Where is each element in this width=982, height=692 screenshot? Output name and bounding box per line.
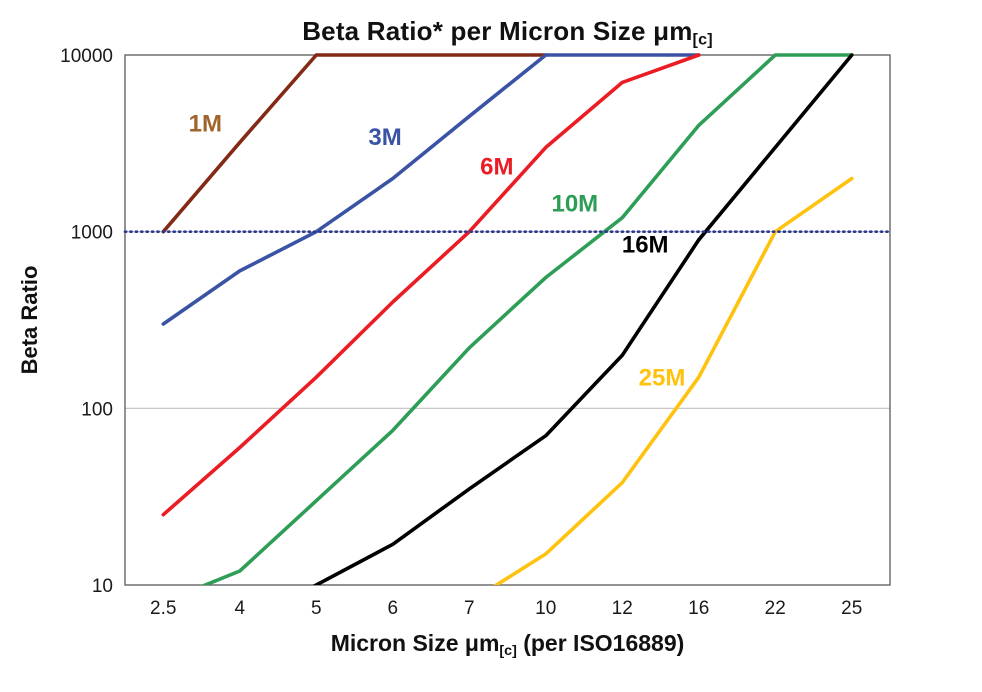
x-tick-label-10: 10: [535, 598, 556, 619]
x-tick-label-7: 7: [464, 598, 475, 619]
x-tick-label-2.5: 2.5: [150, 598, 176, 619]
series-lines: [161, 53, 854, 585]
series-label-1M: 1M: [189, 110, 222, 137]
x-tick-label-22: 22: [765, 598, 786, 619]
y-tick-label-10000: 10000: [60, 46, 113, 67]
x-tick-label-16: 16: [688, 598, 709, 619]
series-line-1M: [161, 53, 548, 234]
series-line-6M: [161, 53, 701, 517]
x-axis-title-text: Micron Size μm: [330, 630, 500, 656]
x-axis-title-subscript: [c]: [499, 642, 517, 659]
series-label-10M: 10M: [551, 191, 598, 218]
series-label-16M: 16M: [622, 232, 669, 259]
x-tick-label-25: 25: [841, 598, 862, 619]
x-axis-title: Micron Size μm[c] (per ISO16889): [125, 630, 890, 659]
series-line-16M: [312, 53, 854, 585]
series-line-10M: [200, 53, 854, 585]
chart-title: Beta Ratio* per Micron Size μm[c]: [125, 16, 890, 50]
x-axis-title-suffix: (per ISO16889): [516, 630, 685, 656]
series-label-6M: 6M: [480, 154, 513, 181]
x-tick-label-12: 12: [612, 598, 633, 619]
series-label-3M: 3M: [368, 124, 401, 151]
y-tick-label-1000: 1000: [71, 223, 113, 244]
chart-title-text: Beta Ratio* per Micron Size μm: [302, 16, 693, 46]
plot-frame: [124, 54, 891, 586]
y-tick-label-10: 10: [92, 576, 113, 597]
series-line-25M: [493, 176, 854, 585]
y-tick-label-100: 100: [81, 399, 113, 420]
series-line-3M: [161, 53, 701, 326]
x-tick-label-6: 6: [387, 598, 398, 619]
chart-title-subscript: [c]: [692, 30, 713, 49]
x-tick-label-5: 5: [311, 598, 322, 619]
x-tick-label-4: 4: [234, 598, 245, 619]
series-label-25M: 25M: [639, 364, 686, 391]
